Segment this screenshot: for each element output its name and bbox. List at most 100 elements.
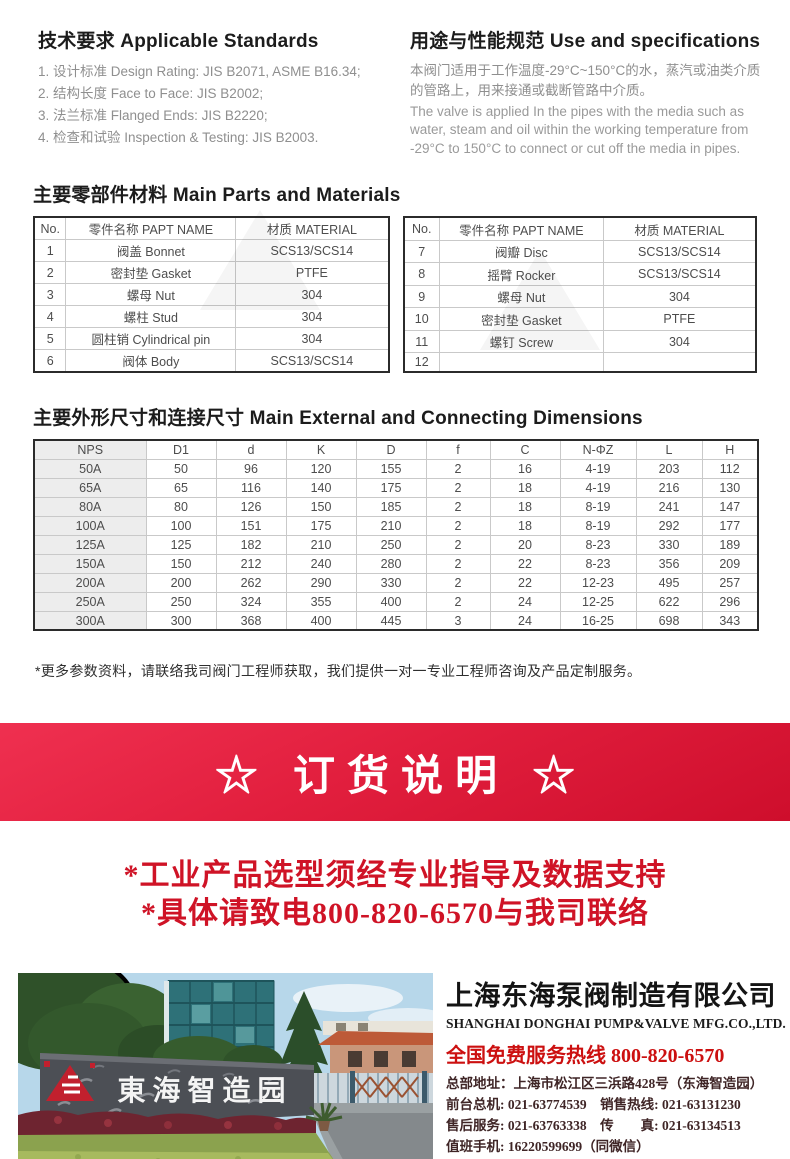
cell: 155 [355, 458, 427, 479]
col-header: H [701, 439, 759, 460]
cell-part-name: 阀瓣 Disc [438, 239, 604, 264]
cell: 150A [33, 553, 147, 574]
cell-material: 304 [602, 284, 757, 309]
cell-material: 304 [235, 283, 389, 307]
cell-no: 2 [33, 261, 67, 285]
cell: 189 [701, 534, 759, 555]
cell: 12-23 [559, 572, 637, 593]
dimensions-title: 主要外形尺寸和连接尺寸 Main External and Connecting… [33, 408, 643, 430]
footer-section: 東海智造园 上海东海泵阀制造有限公 [0, 973, 790, 1159]
cell: 125 [145, 534, 217, 555]
cell: 8-23 [559, 534, 637, 555]
cell: 80 [145, 496, 217, 517]
cell: 18 [489, 515, 561, 536]
table-row: 7 阀瓣 Disc SCS13/SCS14 [403, 239, 757, 264]
table-row: 125A 125 182 210 250 2 20 8-23 330 189 [33, 534, 759, 555]
orange-roof-building [318, 1021, 433, 1076]
col-header: No. [33, 216, 67, 241]
table-row: 10 密封垫 Gasket PTFE [403, 307, 757, 331]
cell-part-name: 阀盖 Bonnet [65, 239, 237, 263]
materials-section: 主要零部件材料 Main Parts and Materials No. 零件名… [0, 180, 790, 374]
table-row: 9 螺母 Nut 304 [403, 284, 757, 309]
cell: 292 [635, 515, 703, 536]
cell: 300 [145, 610, 217, 631]
slogan-line: *工业产品选型须经专业指导及数据支持 [123, 859, 667, 893]
col-header: N-ΦZ [559, 439, 637, 460]
cell-no: 4 [33, 305, 67, 329]
cell: 177 [701, 515, 759, 536]
standards-title: 技术要求 Applicable Standards [38, 31, 319, 52]
cell: 200A [33, 572, 147, 593]
cell-no: 11 [403, 329, 440, 354]
col-header: 材质 MATERIAL [602, 216, 757, 241]
cell: 216 [635, 477, 703, 498]
cell: 140 [285, 477, 357, 498]
cell: 209 [701, 553, 759, 574]
cell: 126 [215, 496, 287, 517]
cell-material [602, 352, 757, 373]
cell: 296 [701, 591, 759, 612]
cell: 182 [215, 534, 287, 555]
cell-part-name: 螺母 Nut [438, 284, 604, 309]
cell: 12-25 [559, 591, 637, 612]
cell: 210 [355, 515, 427, 536]
top-section: 技术要求 Applicable Standards 1. 设计标准 Design… [0, 0, 790, 158]
cell-part-name: 螺柱 Stud [65, 305, 237, 329]
cell-no: 6 [33, 349, 67, 373]
cell: 80A [33, 496, 147, 517]
col-header: d [215, 439, 287, 460]
cell: 698 [635, 610, 703, 631]
materials-table-left: No. 零件名称 PAPT NAME 材质 MATERIAL 1 阀盖 Bonn… [33, 216, 390, 374]
cell-no: 7 [403, 239, 440, 264]
cell: 147 [701, 496, 759, 517]
cell: 2 [425, 496, 491, 517]
table-row: 5 圆柱销 Cylindrical pin 304 [33, 327, 389, 351]
company-info-block: 上海东海泵阀制造有限公司 SHANGHAI DONGHAI PUMP&VALVE… [446, 973, 786, 1159]
use-spec-text-zh: 本阀门适用于工作温度-29°C~150°C的水，蒸汽或油类介质的管路上，用来接通… [410, 63, 761, 99]
cell: 241 [635, 496, 703, 517]
cell: 18 [489, 496, 561, 517]
col-header: L [635, 439, 703, 460]
cell: 495 [635, 572, 703, 593]
standard-item: 2. 结构长度 Face to Face: JIS B2002; [38, 85, 264, 101]
contact-lines: 总部地址：上海市松江区三浜路428号（东海智造园） 前台总机: 021-6377… [446, 1073, 782, 1159]
cell: 16 [489, 458, 561, 479]
cell: 175 [355, 477, 427, 498]
cell: 175 [285, 515, 357, 536]
cell-material: SCS13/SCS14 [602, 262, 757, 286]
cell: 65A [33, 477, 147, 498]
cell-material: 304 [235, 305, 389, 329]
table-row: 3 螺母 Nut 304 [33, 283, 389, 307]
cell: 65 [145, 477, 217, 498]
cell-no: 1 [33, 239, 67, 263]
cell-material: 304 [235, 327, 389, 351]
table-row: 200A 200 262 290 330 2 22 12-23 495 257 [33, 572, 759, 593]
cell: 2 [425, 515, 491, 536]
standard-item: 1. 设计标准 Design Rating: JIS B2071, ASME B… [38, 64, 361, 79]
table-row: 6 阀体 Body SCS13/SCS14 [33, 349, 389, 373]
cell: 400 [355, 591, 427, 612]
col-header: 材质 MATERIAL [235, 216, 389, 241]
cell: 2 [425, 591, 491, 612]
cell: 250 [355, 534, 427, 555]
cell: 240 [285, 553, 357, 574]
cell-part-name: 螺母 Nut [65, 283, 237, 307]
cell: 356 [635, 553, 703, 574]
sign-text: 東海智造园 [117, 1075, 292, 1106]
cell: 330 [635, 534, 703, 555]
cell: 343 [701, 610, 759, 631]
cell: 212 [215, 553, 287, 574]
cell: 280 [355, 553, 427, 574]
cell: 8-23 [559, 553, 637, 574]
cell: 250A [33, 591, 147, 612]
cell: 185 [355, 496, 427, 517]
cell: 2 [425, 553, 491, 574]
cell-part-name: 摇臂 Rocker [438, 262, 604, 286]
contact-mobile: 值班手机: 16220599699（同微信） [446, 1139, 650, 1155]
slogan-line: *具体请致电800-820-6570与我司联络 [141, 897, 649, 931]
cell: 16-25 [559, 610, 637, 631]
table-row: 12 [403, 352, 757, 373]
cycad-plant [305, 1102, 343, 1132]
cell-material: SCS13/SCS14 [602, 239, 757, 264]
